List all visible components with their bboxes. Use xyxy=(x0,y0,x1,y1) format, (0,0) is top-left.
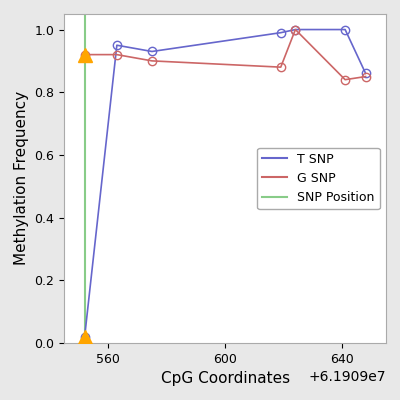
G SNP xyxy=(82,52,87,57)
T SNP xyxy=(114,43,119,48)
G SNP xyxy=(150,58,154,63)
T SNP xyxy=(82,334,87,339)
G SNP xyxy=(114,52,119,57)
G SNP xyxy=(363,74,368,79)
X-axis label: CpG Coordinates: CpG Coordinates xyxy=(160,371,290,386)
T SNP xyxy=(343,27,348,32)
Line: T SNP: T SNP xyxy=(80,25,370,341)
G SNP xyxy=(343,77,348,82)
Y-axis label: Methylation Frequency: Methylation Frequency xyxy=(14,91,29,266)
T SNP xyxy=(293,27,298,32)
Line: G SNP: G SNP xyxy=(80,25,370,84)
G SNP xyxy=(278,65,283,70)
T SNP xyxy=(363,71,368,76)
G SNP xyxy=(293,27,298,32)
Legend: T SNP, G SNP, SNP Position: T SNP, G SNP, SNP Position xyxy=(258,148,380,209)
T SNP xyxy=(278,30,283,35)
T SNP xyxy=(150,49,154,54)
